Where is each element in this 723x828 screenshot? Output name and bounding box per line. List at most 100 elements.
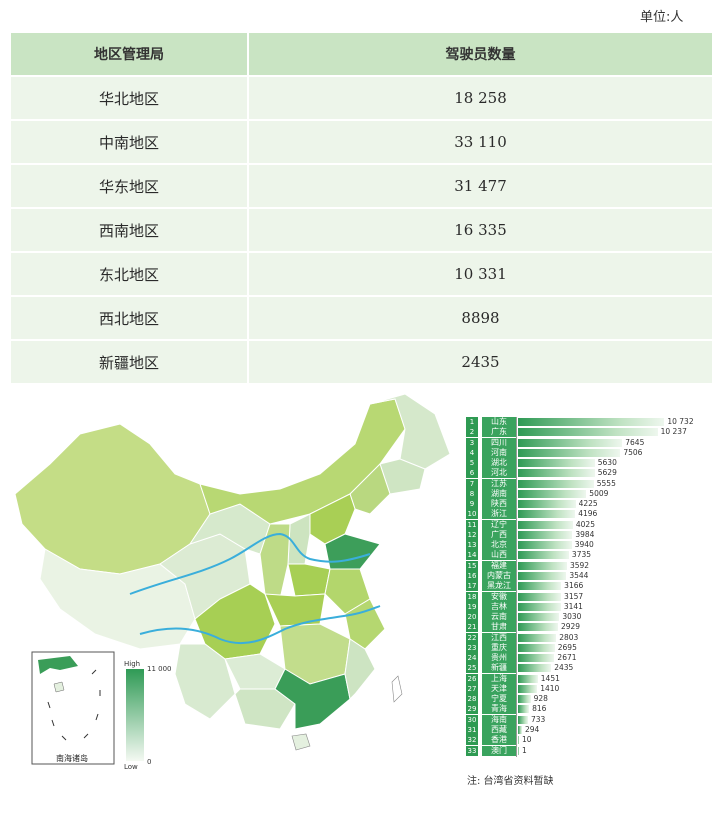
bar-category-label: 内蒙古	[482, 570, 516, 581]
bar-value-label: 816	[532, 704, 547, 714]
bar-category-label: 吉林	[482, 601, 516, 612]
bar-rank: 17	[466, 581, 478, 592]
bar-row: 26 上海 1451	[464, 673, 714, 684]
bar-value-label: 3157	[564, 591, 584, 601]
region-tibet	[39, 548, 196, 650]
inset-coast	[38, 656, 78, 674]
bar-value-label: 5555	[596, 478, 616, 488]
bar-row: 33 澳门 1	[464, 745, 714, 756]
bar	[518, 623, 558, 632]
count-cell: 8898	[248, 296, 712, 340]
bar-rank: 13	[466, 540, 478, 551]
region-yunnan	[174, 643, 236, 720]
bar	[518, 725, 522, 734]
bar	[518, 736, 519, 745]
bar-row: 12 广西 3984	[464, 529, 714, 540]
bar-row: 17 黑龙江 3166	[464, 581, 714, 592]
bar-row: 4 河南 7506	[464, 447, 714, 458]
bar-rank: 25	[466, 663, 478, 674]
bar-category-label: 重庆	[482, 642, 516, 653]
bar	[518, 746, 519, 755]
bar-rank: 1	[466, 417, 478, 427]
bar-rank: 27	[466, 683, 478, 694]
bar-value-label: 3735	[571, 550, 592, 560]
bar	[518, 613, 560, 622]
bar-axis-line	[516, 417, 517, 757]
china-choropleth-map: 南海诸岛 High 11 000 Low 0	[14, 393, 451, 771]
bar-category-label: 上海	[482, 673, 516, 684]
bar-category-label: 浙江	[482, 509, 516, 520]
count-cell: 31 477	[248, 164, 712, 208]
bar-value-label: 5009	[589, 488, 609, 498]
bar-value-label: 10 732	[667, 417, 694, 426]
count-cell: 33 110	[248, 120, 712, 164]
region-fujian	[344, 638, 376, 701]
bar-category-label: 山东	[482, 417, 516, 427]
bar	[518, 489, 587, 498]
bar-value-label: 1	[522, 745, 527, 755]
bar-value-label: 10 237	[660, 427, 687, 437]
region-cell: 华东地区	[11, 164, 249, 208]
bar-rank: 19	[466, 601, 478, 612]
bar-row: 20 云南 3030	[464, 612, 714, 623]
bar-value-label: 5630	[597, 458, 617, 468]
yangtze-river	[139, 605, 381, 645]
bar-row: 19 吉林 3141	[464, 601, 714, 612]
bar-row: 32 香港 10	[464, 735, 714, 746]
bar-category-label: 天津	[482, 683, 516, 694]
bar	[518, 633, 557, 642]
bar-value-label: 7645	[625, 437, 645, 447]
region-guangdong	[274, 668, 351, 730]
table-row: 中南地区 33 110	[11, 120, 712, 164]
table-row: 新疆地区 2435	[11, 340, 712, 383]
region-cell: 西北地区	[11, 296, 249, 340]
table-row: 西北地区 8898	[11, 296, 712, 340]
bar-category-label: 贵州	[482, 653, 516, 664]
bar-rank: 15	[466, 560, 478, 571]
bar-value-label: 2803	[559, 632, 579, 642]
bar-rank: 12	[466, 529, 478, 540]
bar-rank: 10	[466, 509, 478, 520]
bar-value-label: 4196	[578, 509, 598, 519]
count-cell: 2435	[248, 340, 712, 383]
bar-row: 21 甘肃 2929	[464, 622, 714, 633]
bar-category-label: 新疆	[482, 663, 516, 674]
bar-value-label: 4025	[575, 519, 595, 529]
bar	[518, 561, 567, 570]
bar	[518, 695, 531, 704]
bar-value-label: 3030	[562, 612, 582, 622]
bar-value-label: 928	[533, 694, 548, 704]
legend-gradient	[126, 669, 144, 761]
bar-rank: 26	[466, 673, 478, 684]
bar-value-label: 294	[525, 724, 540, 734]
bar	[518, 438, 623, 447]
bar	[518, 551, 569, 560]
bar-rank: 2	[466, 427, 478, 438]
bar-rank: 30	[466, 714, 478, 725]
bar	[518, 654, 555, 663]
bar-value-label: 3166	[564, 581, 584, 591]
bar-rank: 33	[466, 745, 478, 756]
bar-value-label: 733	[530, 714, 546, 724]
bar-rank: 5	[466, 458, 478, 469]
bar	[518, 520, 573, 529]
bar-value-label: 3544	[569, 570, 589, 580]
bar	[518, 500, 576, 509]
bar-row: 16 内蒙古 3544	[464, 570, 714, 581]
table-row: 华东地区 31 477	[11, 164, 712, 208]
bar-row: 7 江苏 5555	[464, 478, 714, 489]
bar-category-label: 黑龙江	[482, 581, 516, 592]
bar-value-label: 7506	[623, 447, 643, 457]
bar-value-label: 1410	[540, 683, 560, 693]
yellow-river	[129, 532, 371, 595]
bar-rank: 14	[466, 550, 478, 561]
bar-value-label: 1451	[540, 673, 560, 683]
bar-rank: 31	[466, 724, 478, 735]
south-china-sea-inset	[31, 651, 115, 765]
region-hubei	[264, 593, 326, 627]
bar-rank: 22	[466, 632, 478, 643]
bar	[518, 479, 594, 488]
legend-low-value: 0	[147, 758, 151, 766]
bar-rank: 18	[466, 591, 478, 602]
inset-dashed-line	[47, 669, 101, 741]
